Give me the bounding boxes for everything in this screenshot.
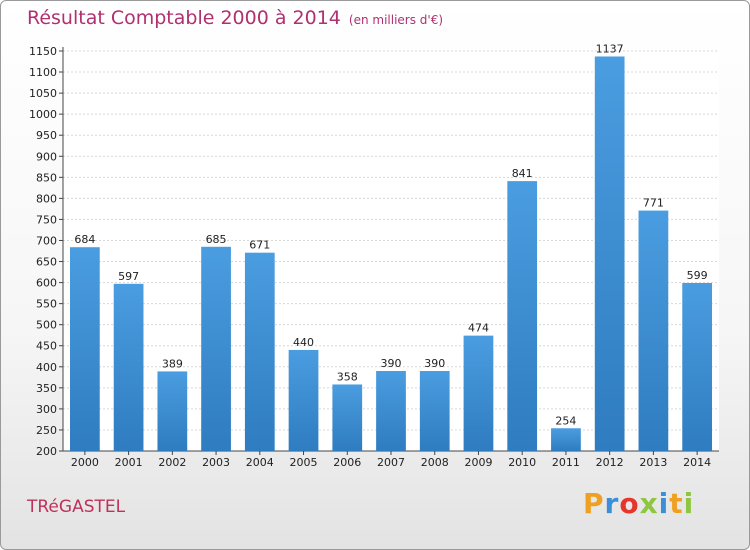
y-tick-label: 400 xyxy=(36,361,57,374)
x-tick-label: 2010 xyxy=(508,456,536,469)
bar-value-label: 771 xyxy=(643,197,664,210)
bar xyxy=(419,371,450,451)
chart-title: Résultat Comptable 2000 à 2014 (en millie… xyxy=(27,7,443,29)
logo-letter: x xyxy=(639,487,659,520)
bar xyxy=(638,210,669,451)
y-tick-label: 550 xyxy=(36,298,57,311)
bar xyxy=(113,283,144,451)
x-tick-label: 2012 xyxy=(596,456,624,469)
y-tick-label: 800 xyxy=(36,192,57,205)
logo-letter: i xyxy=(683,487,695,520)
bar-value-label: 841 xyxy=(512,167,533,180)
bar xyxy=(594,56,625,451)
bar xyxy=(551,428,581,451)
x-tick-label: 2014 xyxy=(683,456,711,469)
y-tick-label: 1050 xyxy=(29,87,57,100)
y-tick-label: 600 xyxy=(36,277,57,290)
x-tick-label: 2004 xyxy=(246,456,274,469)
bar xyxy=(288,349,319,451)
commune-name: TRéGASTEL xyxy=(27,497,126,517)
bar-value-label: 599 xyxy=(687,269,708,282)
y-tick-label: 650 xyxy=(36,256,57,269)
y-tick-label: 1000 xyxy=(29,108,57,121)
bar-value-label: 254 xyxy=(555,414,576,427)
bar xyxy=(507,181,538,451)
bar xyxy=(157,371,188,451)
x-tick-label: 2013 xyxy=(639,456,667,469)
x-tick-label: 2009 xyxy=(464,456,492,469)
bar-value-label: 474 xyxy=(468,322,489,335)
y-tick-label: 700 xyxy=(36,234,57,247)
y-tick-label: 500 xyxy=(36,319,57,332)
bar xyxy=(332,384,363,451)
x-tick-label: 2006 xyxy=(333,456,361,469)
bar-value-label: 389 xyxy=(162,357,183,370)
bar-value-label: 390 xyxy=(381,357,402,370)
y-tick-label: 200 xyxy=(36,445,57,458)
bar-value-label: 597 xyxy=(118,270,139,283)
title-text: Résultat Comptable 2000 à 2014 xyxy=(27,7,341,29)
x-tick-label: 2001 xyxy=(115,456,143,469)
bar xyxy=(682,283,713,451)
logo-letter: t xyxy=(669,487,684,520)
logo-letter: P xyxy=(583,487,605,520)
y-tick-label: 250 xyxy=(36,424,57,437)
x-tick-label: 2002 xyxy=(158,456,186,469)
bar-value-label: 358 xyxy=(337,370,358,383)
y-tick-label: 750 xyxy=(36,213,57,226)
bar-value-label: 440 xyxy=(293,336,314,349)
logo-letter: i xyxy=(658,487,670,520)
bar-value-label: 684 xyxy=(74,233,95,246)
y-tick-label: 1150 xyxy=(29,45,57,58)
y-tick-label: 950 xyxy=(36,129,57,142)
x-tick-label: 2005 xyxy=(290,456,318,469)
x-tick-label: 2007 xyxy=(377,456,405,469)
bar-value-label: 685 xyxy=(206,233,227,246)
bar xyxy=(376,371,406,451)
bar xyxy=(69,247,100,451)
y-tick-label: 300 xyxy=(36,403,57,416)
bar xyxy=(463,335,494,451)
x-tick-label: 2000 xyxy=(71,456,99,469)
bar-value-label: 1137 xyxy=(596,42,624,55)
subtitle-text: (en milliers d'€) xyxy=(348,13,444,27)
logo-letter: r xyxy=(604,487,620,520)
x-tick-label: 2011 xyxy=(552,456,580,469)
y-tick-label: 1100 xyxy=(29,66,57,79)
x-tick-label: 2008 xyxy=(421,456,449,469)
proxiti-logo: Proxiti xyxy=(583,487,694,520)
y-tick-label: 450 xyxy=(36,340,57,353)
bar-value-label: 671 xyxy=(249,239,270,252)
y-tick-label: 850 xyxy=(36,171,57,184)
y-tick-label: 350 xyxy=(36,382,57,395)
y-tick-label: 900 xyxy=(36,150,57,163)
bar xyxy=(201,246,231,451)
x-tick-label: 2003 xyxy=(202,456,230,469)
bar xyxy=(244,252,275,451)
bar-value-label: 390 xyxy=(424,357,445,370)
logo-letter: o xyxy=(619,487,640,520)
